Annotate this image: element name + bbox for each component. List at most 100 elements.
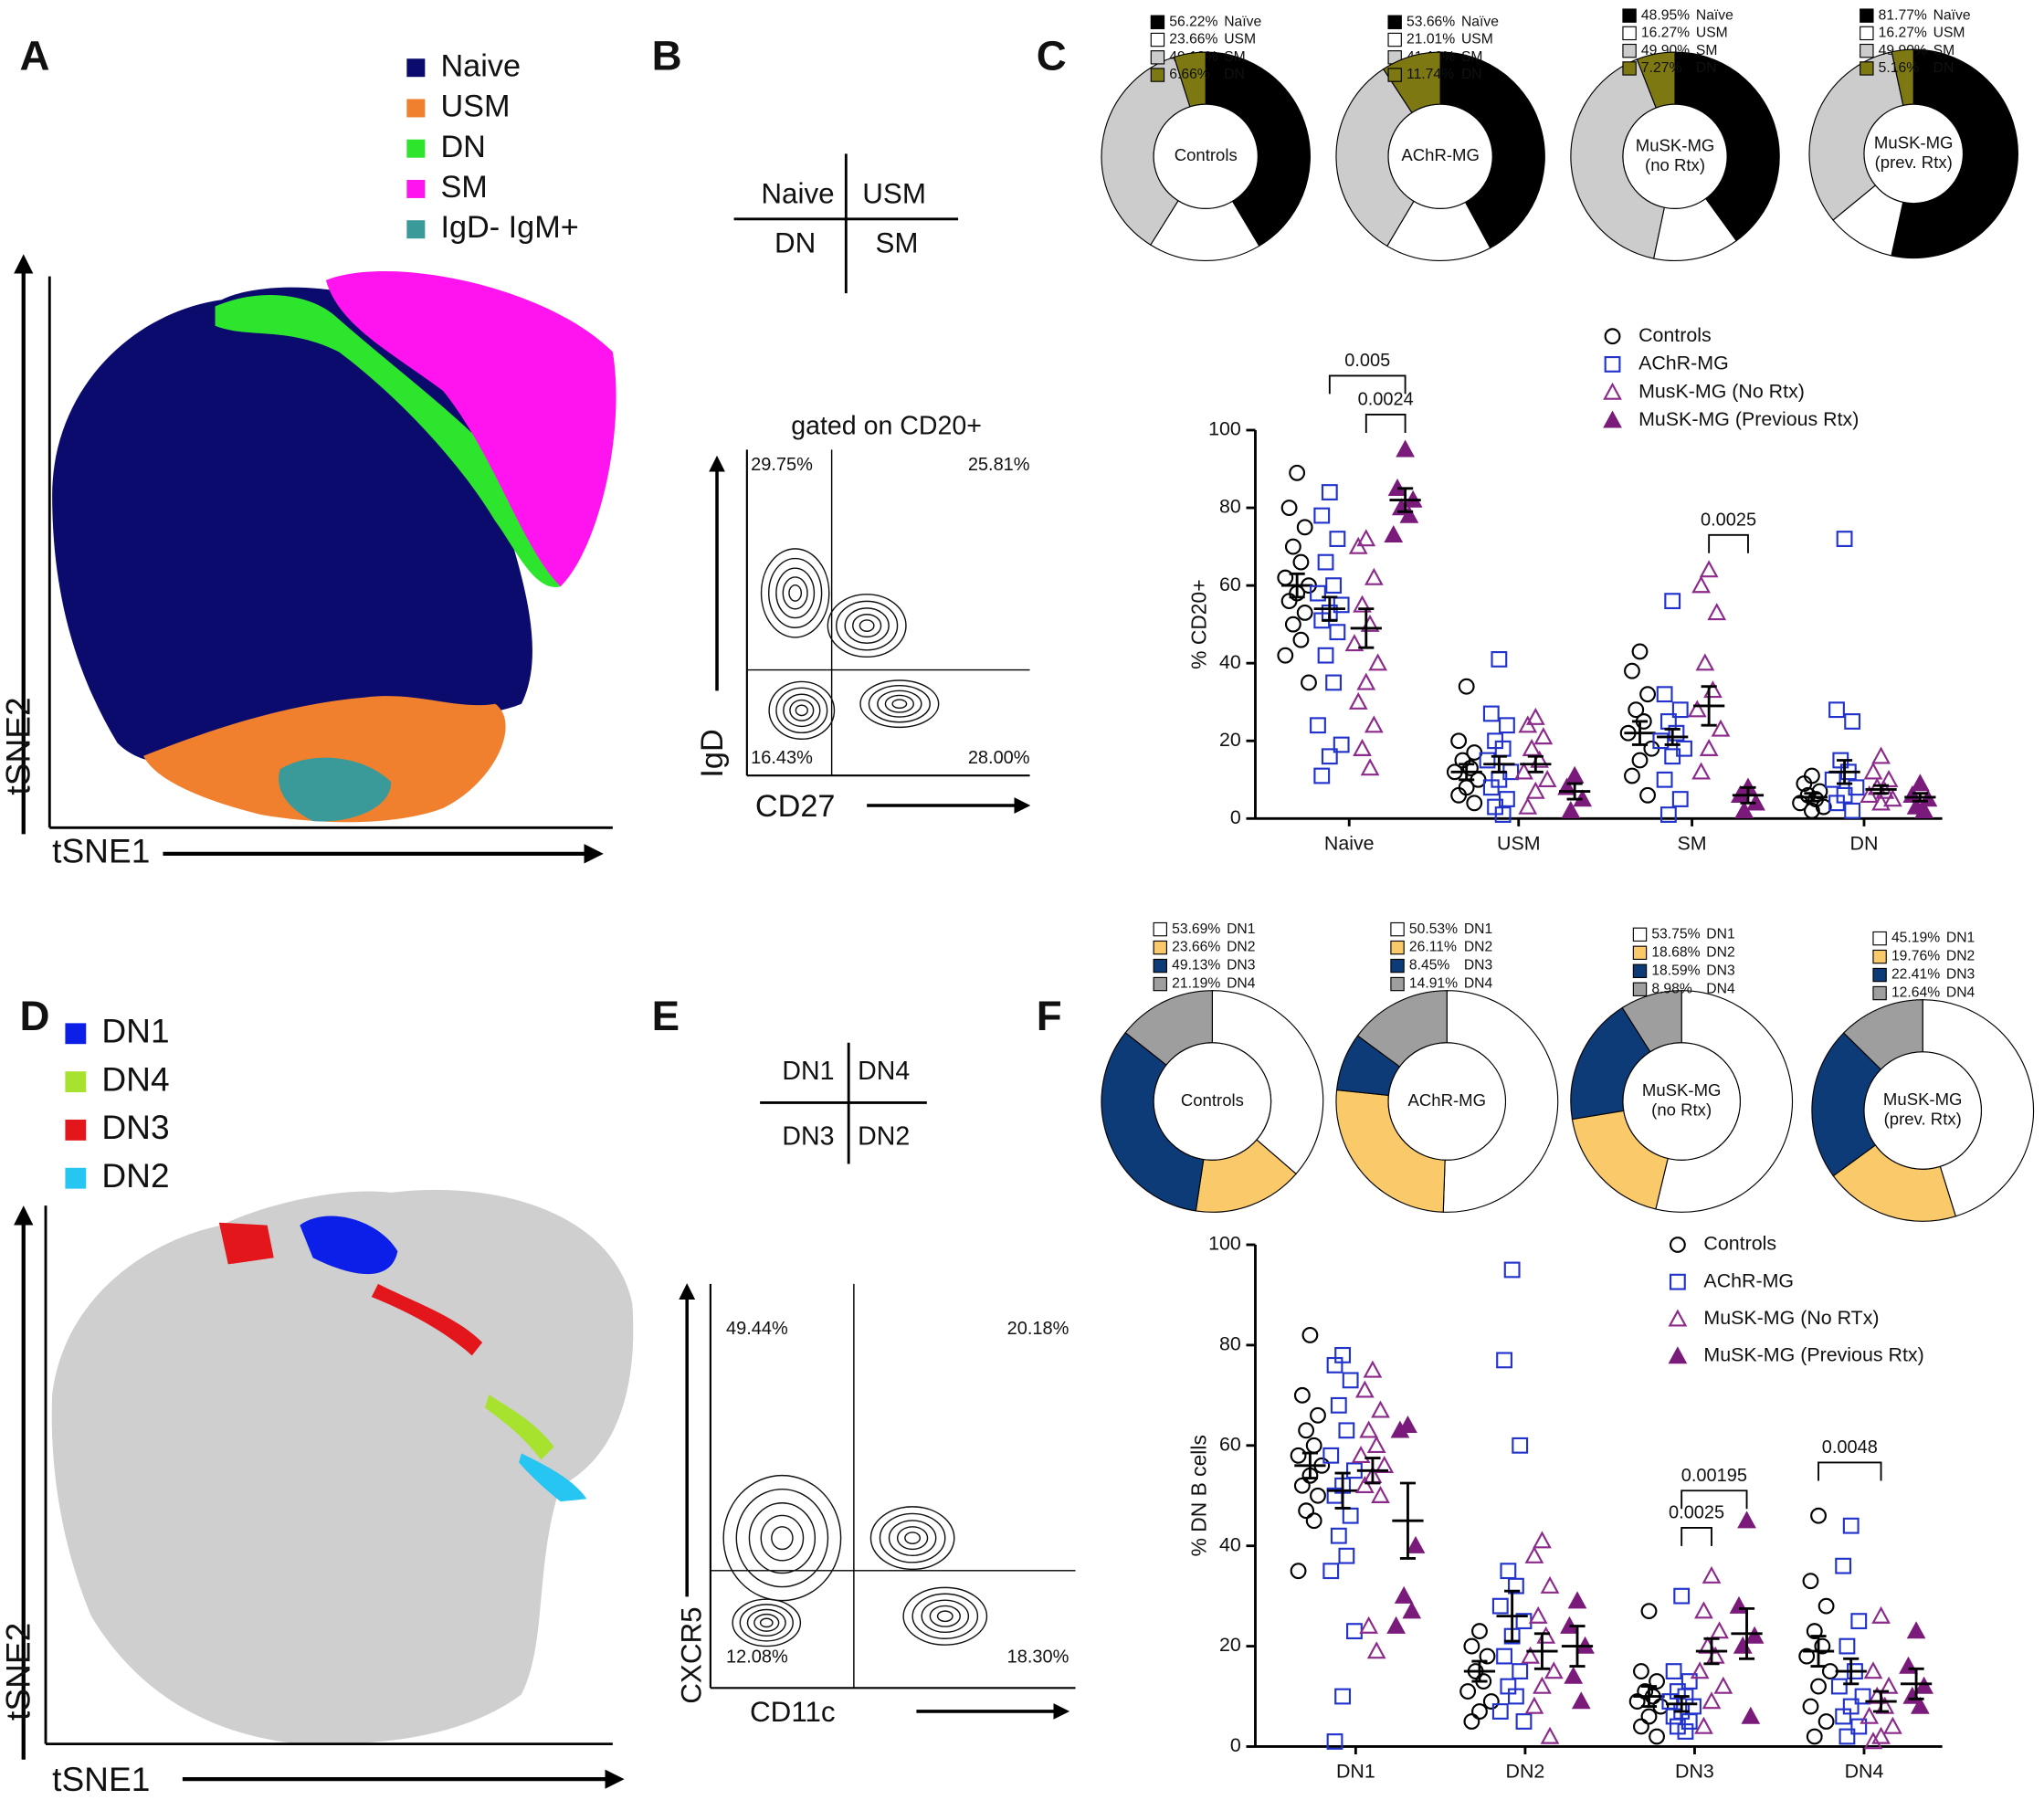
data-point <box>1354 1475 1375 1493</box>
pie-center-label: (prev. Rtx) <box>1884 1110 1962 1129</box>
quadrant-percent: 12.08% <box>726 1647 788 1668</box>
data-point <box>1879 1676 1899 1694</box>
legend-value: 48.95% <box>1641 7 1690 23</box>
legend-swatch <box>1872 949 1887 964</box>
legend-swatch <box>406 220 426 239</box>
legend-value: 81.77% <box>1879 7 1927 23</box>
data-point <box>1537 769 1557 787</box>
contour <box>911 1593 979 1639</box>
axis-label: tSNE1 <box>52 1760 150 1798</box>
legend-swatch <box>1622 8 1637 23</box>
data-point <box>1571 1691 1591 1710</box>
data-point <box>1803 767 1820 784</box>
data-point <box>1640 1603 1658 1620</box>
legend-value: 45.19% <box>1891 931 1940 946</box>
data-point <box>1384 525 1404 543</box>
data-point <box>1702 1691 1722 1710</box>
data-point <box>1346 1623 1363 1640</box>
data-point <box>1512 1437 1529 1454</box>
legend-label: SM <box>440 170 487 205</box>
data-point <box>1301 1326 1319 1343</box>
data-point <box>1353 595 1372 613</box>
data-point <box>1842 1517 1860 1534</box>
data-point <box>1507 1688 1524 1705</box>
data-point <box>1507 1577 1524 1595</box>
data-point <box>1496 1352 1512 1369</box>
contour <box>877 689 922 718</box>
legend-swatch <box>1387 68 1402 82</box>
data-point <box>1669 1237 1686 1253</box>
legend-value: 18.68% <box>1651 944 1700 960</box>
data-point <box>1741 1706 1761 1724</box>
y-tick-label: 80 <box>1219 496 1241 518</box>
data-point <box>1512 1663 1529 1679</box>
data-point <box>1329 624 1346 641</box>
data-point <box>1830 1678 1848 1695</box>
mean-sem <box>1865 784 1897 795</box>
data-point <box>1317 553 1334 571</box>
mean-sem <box>1392 1481 1424 1560</box>
data-point <box>1817 1597 1835 1615</box>
quadrant-percent: 49.44% <box>726 1319 788 1339</box>
mean-sem <box>1796 792 1828 803</box>
legend-label: DN <box>440 130 485 164</box>
data-point <box>1298 1422 1315 1439</box>
data-point <box>1540 1726 1560 1744</box>
y-tick-label: 20 <box>1219 729 1241 751</box>
y-tick-label: 40 <box>1219 651 1241 673</box>
legend-label: SM <box>1461 49 1483 65</box>
legend-swatch <box>1860 61 1874 76</box>
legend-label: MuSK-MG (No RTx) <box>1703 1307 1879 1329</box>
data-point <box>1371 1400 1390 1418</box>
contour <box>783 693 821 728</box>
contour <box>753 1613 780 1632</box>
data-point <box>1624 662 1640 679</box>
legend-value: 22.41% <box>1891 967 1940 983</box>
data-point <box>1528 1605 1548 1624</box>
contour <box>795 704 808 717</box>
x-tick-label: SM <box>1678 832 1707 854</box>
pie-center-label: Controls <box>1175 145 1238 164</box>
legend-swatch <box>406 139 426 158</box>
legend-swatch <box>1872 985 1887 1001</box>
significance-label: 0.0025 <box>1669 1502 1724 1522</box>
data-point <box>1326 1356 1343 1374</box>
contour <box>827 594 907 658</box>
legend-label: DN2 <box>1946 949 1975 964</box>
data-point <box>1333 736 1350 753</box>
significance-bracket <box>1328 374 1407 395</box>
axis-label: CD11c <box>750 1696 836 1728</box>
data-point <box>1310 584 1326 602</box>
data-point <box>1603 382 1622 400</box>
contour <box>904 1532 922 1545</box>
data-point <box>1524 1545 1544 1563</box>
mean-sem <box>1281 572 1313 599</box>
data-point <box>1479 1647 1496 1665</box>
data-point <box>1810 1507 1827 1524</box>
data-point <box>1322 1563 1340 1580</box>
legend-label: DN1 <box>1464 921 1492 937</box>
data-point <box>1828 701 1845 719</box>
data-point <box>1533 727 1554 745</box>
data-point <box>1631 752 1649 769</box>
mean-sem <box>1666 1695 1698 1713</box>
axes <box>14 153 1076 1789</box>
data-point <box>1899 1656 1918 1674</box>
data-point <box>1536 1626 1556 1644</box>
tsne-cluster <box>218 1222 483 1356</box>
data-point <box>1633 1663 1649 1679</box>
data-point <box>1364 715 1384 733</box>
mean-sem <box>1624 720 1656 746</box>
data-point <box>1802 1698 1819 1715</box>
contour <box>775 567 816 619</box>
data-point <box>1711 719 1731 737</box>
data-point <box>1463 1637 1480 1655</box>
pie-hole <box>1153 103 1259 209</box>
data-point <box>1863 1732 1883 1750</box>
legend-label: DN3 <box>1706 963 1735 978</box>
tsne-cluster <box>325 270 616 587</box>
mean-sem <box>1693 685 1725 727</box>
legend-swatch <box>1390 921 1405 937</box>
legend-label: MuSK-MG (Previous Rtx) <box>1703 1344 1923 1366</box>
pie-hole <box>1153 1042 1272 1161</box>
